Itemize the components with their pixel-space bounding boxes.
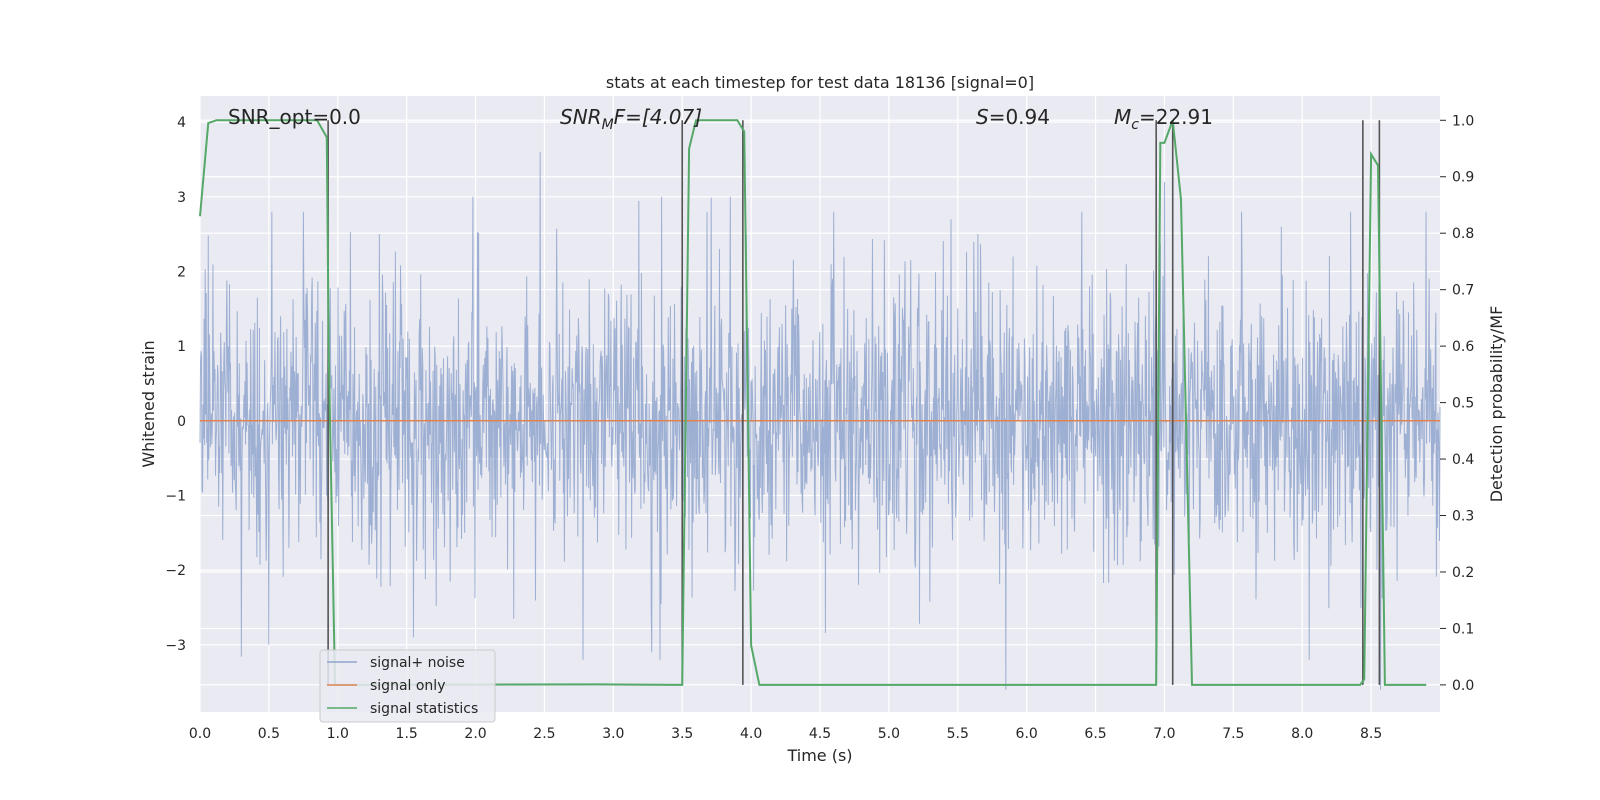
- y-right-tick-label-3: 0.3: [1452, 509, 1474, 525]
- annotation-s: S=0.94: [976, 105, 1050, 129]
- legend-signal-only-label: signal only: [370, 678, 445, 694]
- y-right-tick-label-5: 0.5: [1452, 396, 1474, 412]
- annotation-snr-mf-main: SNR: [560, 105, 602, 129]
- signal-statistics-line: [199, 119, 1427, 686]
- annotation-mc-italic: M: [1114, 105, 1131, 129]
- annotation-snr-mf-sub: M: [602, 117, 614, 133]
- x-tick-label-1: 0.5: [258, 726, 280, 742]
- y-left-tick-label-7: 4: [177, 115, 186, 131]
- x-tick-label-4: 2.0: [464, 726, 486, 742]
- legend-signal-noise-label: signal+ noise: [370, 655, 465, 671]
- y-right-tick-label-0: 0.0: [1452, 678, 1474, 694]
- y-right-tick-label-4: 0.4: [1452, 452, 1474, 468]
- annotation-s-rest: =0.94: [989, 105, 1050, 129]
- annotation-mc: Mc=22.91: [1114, 105, 1213, 133]
- y-left-tick-label-4: 1: [177, 339, 186, 355]
- annotation-snr-opt: SNR_opt=0.0: [228, 105, 361, 129]
- annotation-snr-mf-rest: F=[4.07]: [614, 105, 702, 129]
- y-right-tick-label-7: 0.7: [1452, 283, 1474, 299]
- y-left-tick-label-0: −3: [165, 638, 186, 654]
- x-tick-label-16: 8.0: [1291, 726, 1313, 742]
- y-right-axis-label: Detection probability/MF: [1487, 306, 1506, 503]
- legend-box: [319, 649, 496, 723]
- y-right-tick-label-8: 0.8: [1452, 226, 1474, 242]
- x-tick-label-13: 6.5: [1084, 726, 1106, 742]
- x-tick-label-8: 4.0: [740, 726, 762, 742]
- y-left-tick-label-5: 2: [177, 264, 186, 280]
- y-left-axis-label: Whitened strain: [139, 340, 158, 467]
- x-tick-label-15: 7.5: [1222, 726, 1244, 742]
- y-right-tick-label-1: 0.1: [1452, 621, 1474, 637]
- x-tick-label-2: 1.0: [327, 726, 349, 742]
- x-tick-label-6: 3.0: [602, 726, 624, 742]
- y-right-axis-ticks: 0.0 0.1 0.2 0.3 0.4 0.5 0.6 0.7 0.8 0.9 1.0: [1440, 113, 1474, 694]
- y-left-tick-label-2: −1: [165, 488, 186, 504]
- x-tick-label-11: 5.5: [947, 726, 969, 742]
- y-right-tick-label-10: 1.0: [1452, 113, 1474, 129]
- y-right-tick-label-2: 0.2: [1452, 565, 1474, 581]
- annotation-mc-sub: c: [1131, 117, 1139, 133]
- x-tick-label-5: 2.5: [533, 726, 555, 742]
- x-tick-label-10: 5.0: [878, 726, 900, 742]
- y-left-axis-ticks: −3 −2 −1 0 1 2 3 4: [165, 115, 186, 654]
- signal-statistics-series: [199, 119, 1427, 686]
- x-tick-label-7: 3.5: [671, 726, 693, 742]
- x-tick-label-14: 7.0: [1153, 726, 1175, 742]
- signal-noise-line: [199, 151, 1441, 690]
- x-tick-label-0: 0.0: [189, 726, 211, 742]
- legend-signal-statistics-label: signal statistics: [370, 701, 478, 717]
- x-tick-label-9: 4.5: [809, 726, 831, 742]
- x-axis-label: Time (s): [786, 746, 852, 765]
- y-left-tick-label-1: −2: [165, 563, 186, 579]
- annotation-s-italic: S: [976, 105, 989, 129]
- signal-noise-series: [199, 151, 1441, 690]
- legend: signal+ noise signal only signal statist…: [319, 649, 496, 723]
- y-right-tick-label-9: 0.9: [1452, 170, 1474, 186]
- x-tick-label-17: 8.5: [1360, 726, 1382, 742]
- annotation-snr-mf: SNRMF=[4.07]: [560, 105, 702, 133]
- x-axis-ticks: 0.0 0.5 1.0 1.5 2.0 2.5 3.0 3.5 4.0 4.5 5.0 5.5 6.0 6…: [189, 726, 1382, 742]
- annotation-mc-rest: =22.91: [1139, 105, 1213, 129]
- x-tick-label-12: 6.0: [1016, 726, 1038, 742]
- y-right-tick-label-6: 0.6: [1452, 339, 1474, 355]
- y-left-tick-label-3: 0: [177, 414, 186, 430]
- chart-title: stats at each timestep for test data 181…: [606, 73, 1034, 92]
- x-tick-label-3: 1.5: [396, 726, 418, 742]
- y-left-tick-label-6: 3: [177, 190, 186, 206]
